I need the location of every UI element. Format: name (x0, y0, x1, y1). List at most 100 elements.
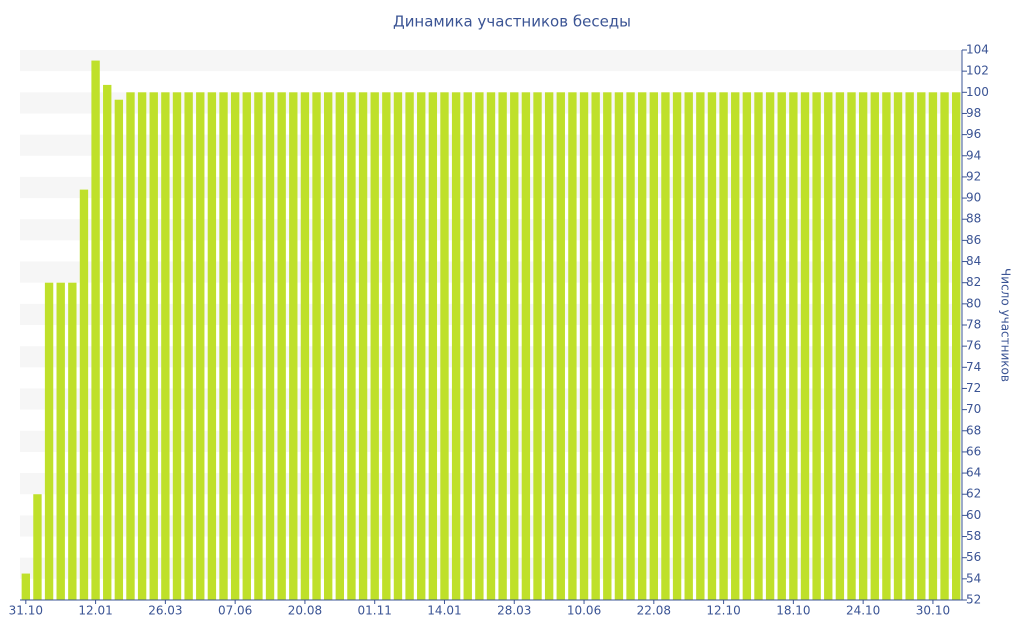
y-tick-label: 94 (966, 148, 981, 162)
bar (742, 92, 752, 601)
y-tick-label: 100 (966, 85, 989, 99)
bar (91, 60, 100, 601)
y-tick-label: 90 (966, 191, 981, 205)
bar (579, 92, 589, 601)
bar (905, 92, 914, 601)
bar (498, 92, 507, 601)
bar (754, 92, 763, 601)
y-tick-label: 70 (966, 402, 981, 416)
y-tick-label: 102 (966, 64, 989, 78)
x-tick-label: 22.08 (637, 604, 671, 618)
y-tick-label: 76 (966, 339, 981, 353)
bar (568, 92, 577, 601)
bar (347, 92, 356, 601)
bar (696, 92, 705, 601)
bar (312, 92, 321, 601)
x-tick-label: 18.10 (776, 604, 810, 618)
bar (486, 92, 496, 601)
bar (614, 92, 624, 601)
bar (254, 92, 263, 601)
y-tick-label: 74 (966, 360, 981, 374)
bar (649, 92, 659, 601)
bar (940, 92, 949, 601)
bar (789, 92, 798, 601)
x-tick-label: 01.11 (358, 604, 392, 618)
bar (172, 92, 182, 601)
bar (765, 92, 775, 601)
x-tick-label: 30.10 (916, 604, 950, 618)
y-tick-label: 60 (966, 508, 981, 522)
bar (137, 92, 147, 601)
bar (300, 92, 310, 601)
grid-band (20, 50, 962, 72)
y-tick-label: 86 (966, 233, 981, 247)
bar (882, 92, 891, 601)
x-tick-label: 12.10 (706, 604, 740, 618)
bar (603, 92, 612, 601)
bar (79, 189, 89, 600)
bar (661, 92, 670, 601)
x-tick-label: 24.10 (846, 604, 880, 618)
x-tick-label: 07.06 (218, 604, 252, 618)
y-tick-label: 82 (966, 275, 981, 289)
bar (114, 99, 124, 600)
y-tick-label: 66 (966, 444, 981, 458)
bar (44, 282, 54, 600)
bar (556, 92, 565, 601)
bar (510, 92, 519, 601)
bar (149, 92, 158, 601)
bar (219, 92, 228, 601)
y-tick-label: 96 (966, 127, 981, 141)
x-tick-label: 14.01 (427, 604, 461, 618)
bar (277, 92, 286, 601)
y-tick-label: 84 (966, 254, 981, 268)
bar (707, 92, 717, 601)
bar (405, 92, 414, 601)
y-tick-label: 72 (966, 381, 981, 395)
x-tick-label: 28.03 (497, 604, 531, 618)
y-axis-label: Число участников (999, 268, 1013, 382)
bar (21, 573, 31, 600)
bar (893, 92, 903, 601)
bar (917, 92, 926, 601)
bar (928, 92, 938, 601)
bar (870, 92, 879, 601)
bar (323, 92, 333, 601)
bar (207, 92, 217, 601)
bar (370, 92, 379, 601)
bar (626, 92, 635, 601)
x-tick-label: 20.08 (288, 604, 322, 618)
bar (672, 92, 682, 601)
y-tick-label: 56 (966, 550, 981, 564)
x-tick-label: 26.03 (148, 604, 182, 618)
y-tick-label: 52 (966, 593, 981, 607)
bar (68, 282, 77, 600)
bar (335, 92, 345, 601)
y-tick-label: 54 (966, 571, 981, 585)
bar (858, 92, 868, 601)
bar (824, 92, 833, 601)
bar (451, 92, 461, 601)
y-tick-label: 104 (966, 43, 989, 57)
bar (358, 92, 368, 601)
bar (637, 92, 647, 601)
bar (951, 92, 961, 601)
chart-title: Динамика участников беседы (393, 13, 631, 31)
bar (242, 92, 251, 601)
bar (196, 92, 205, 601)
bar (521, 92, 531, 601)
bar (777, 92, 786, 601)
bar (463, 92, 472, 601)
y-tick-label: 68 (966, 423, 981, 437)
bar (33, 494, 42, 600)
bar (393, 92, 403, 601)
bar (417, 92, 426, 601)
y-tick-label: 98 (966, 106, 981, 120)
bar (719, 92, 728, 601)
bar (103, 84, 112, 600)
x-tick-label: 31.10 (9, 604, 43, 618)
bar (835, 92, 845, 601)
bar (847, 92, 856, 601)
x-tick-label: 12.01 (78, 604, 112, 618)
bar (230, 92, 240, 601)
